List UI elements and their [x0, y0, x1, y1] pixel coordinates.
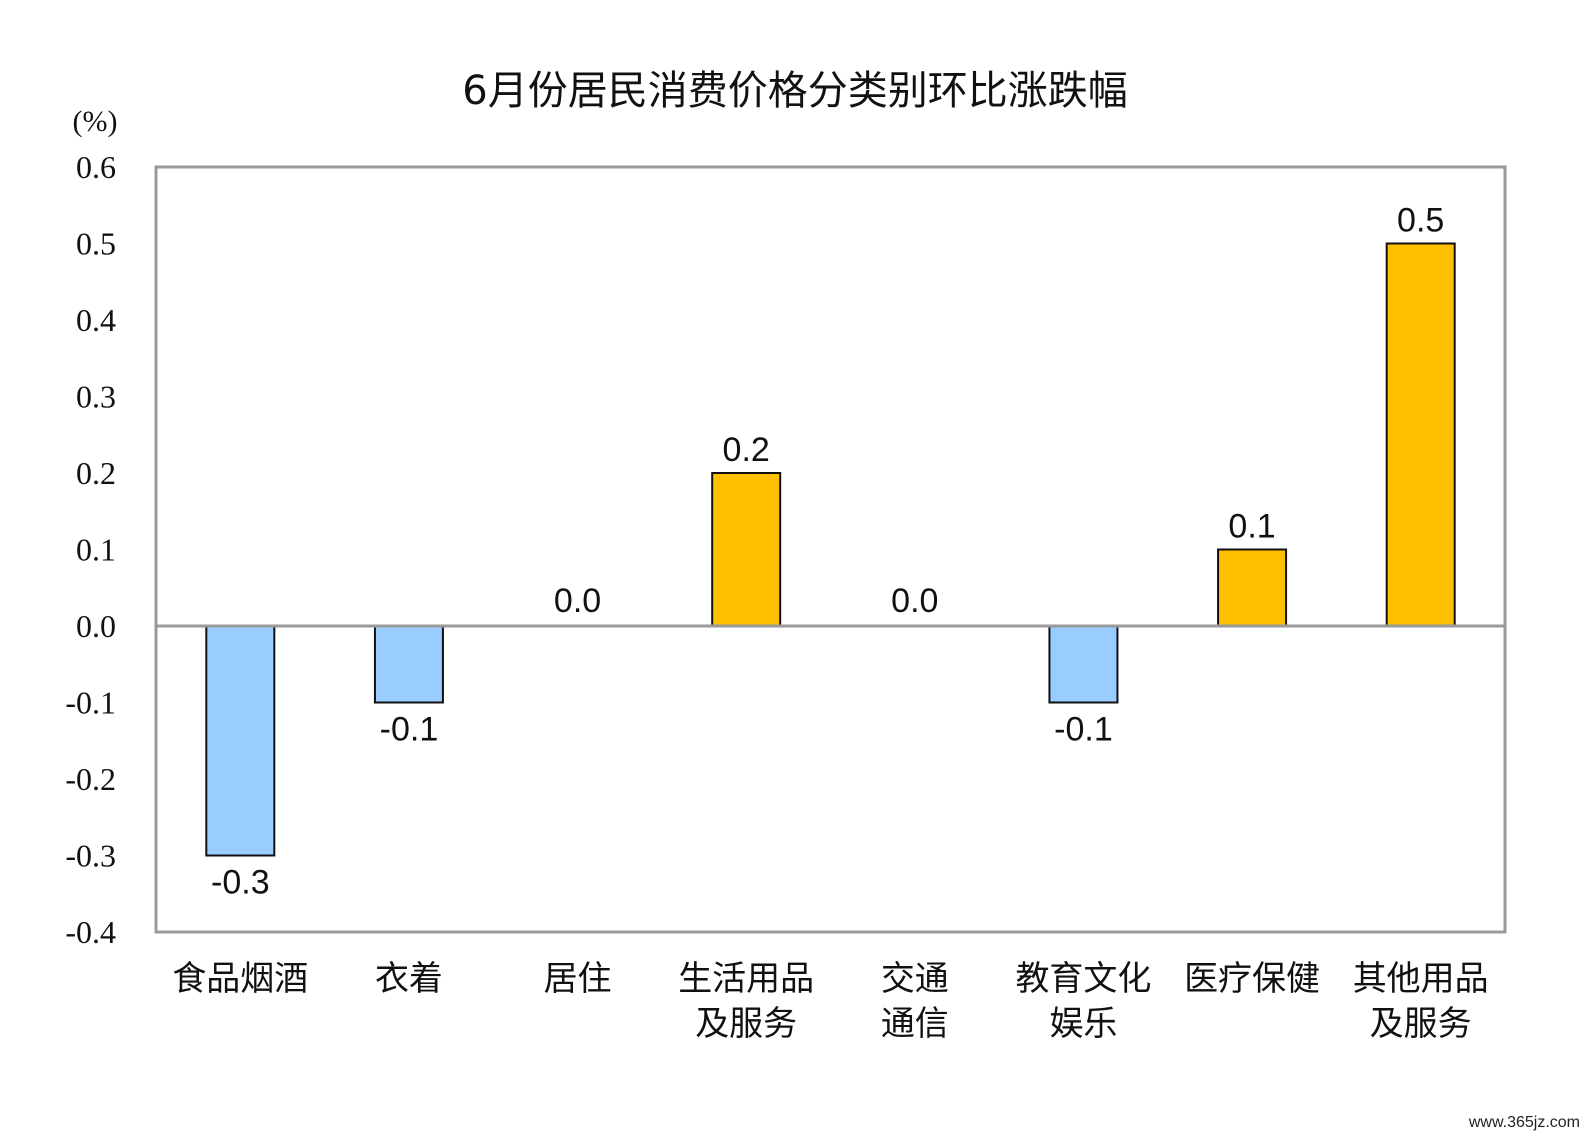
y-tick-label: 0.1 — [76, 532, 116, 568]
plot-frame — [154, 165, 1507, 934]
y-tick-label: -0.1 — [65, 685, 116, 721]
y-tick-label: 0.4 — [76, 302, 116, 338]
bar — [1217, 548, 1288, 627]
y-tick-label: -0.3 — [65, 838, 116, 874]
bar — [711, 472, 782, 627]
x-tick-label: 其他用品 — [1353, 959, 1489, 999]
data-label: -0.1 — [380, 711, 439, 749]
x-tick-label: 通信 — [881, 1004, 949, 1044]
y-tick-label: 0.2 — [76, 455, 116, 491]
y-tick-label: 0.6 — [76, 149, 116, 185]
bar — [1048, 625, 1119, 704]
x-tick-label: 及服务 — [695, 1004, 797, 1044]
bars — [205, 242, 1456, 857]
bar — [1385, 242, 1456, 627]
y-tick-label: 0.0 — [76, 608, 116, 644]
x-tick-label: 娱乐 — [1049, 1004, 1117, 1044]
data-labels: -0.3 -0.1 0.0 0.2 0.0 -0.1 0.1 0.5 — [211, 202, 1444, 902]
y-tick-label: 0.3 — [76, 379, 116, 415]
x-tick-label: 生活用品 — [678, 959, 814, 999]
x-tick-label: 及服务 — [1370, 1004, 1472, 1044]
chart-title: 6月份居民消费价格分类别环比涨跌幅 — [462, 68, 1127, 114]
x-tick-label: 交通 — [881, 959, 949, 999]
y-axis-ticks: 0.6 0.5 0.4 0.3 0.2 0.1 0.0 -0.1 -0.2 -0.3 -0.4 — [65, 149, 116, 950]
data-label: -0.3 — [211, 864, 270, 902]
y-axis-unit-label: (%) — [73, 105, 118, 138]
data-label: 0.5 — [1397, 202, 1444, 240]
x-tick-label: 教育文化 — [1015, 959, 1151, 999]
watermark-text: www.365jz.com — [1468, 1114, 1580, 1131]
data-label: -0.1 — [1054, 711, 1113, 749]
x-tick-label: 居住 — [544, 959, 612, 999]
data-label: 0.2 — [723, 431, 770, 469]
x-tick-label: 食品烟酒 — [172, 959, 308, 999]
data-label: 0.1 — [1228, 508, 1275, 546]
x-tick-label: 医疗保健 — [1184, 959, 1320, 999]
y-tick-label: -0.2 — [65, 761, 116, 797]
bar — [373, 625, 444, 704]
x-tick-label: 衣着 — [375, 959, 443, 999]
y-tick-label: 0.5 — [76, 226, 116, 262]
bar — [205, 625, 276, 857]
data-label: 0.0 — [891, 582, 938, 620]
data-label: 0.0 — [554, 582, 601, 620]
y-tick-label: -0.4 — [65, 914, 116, 950]
